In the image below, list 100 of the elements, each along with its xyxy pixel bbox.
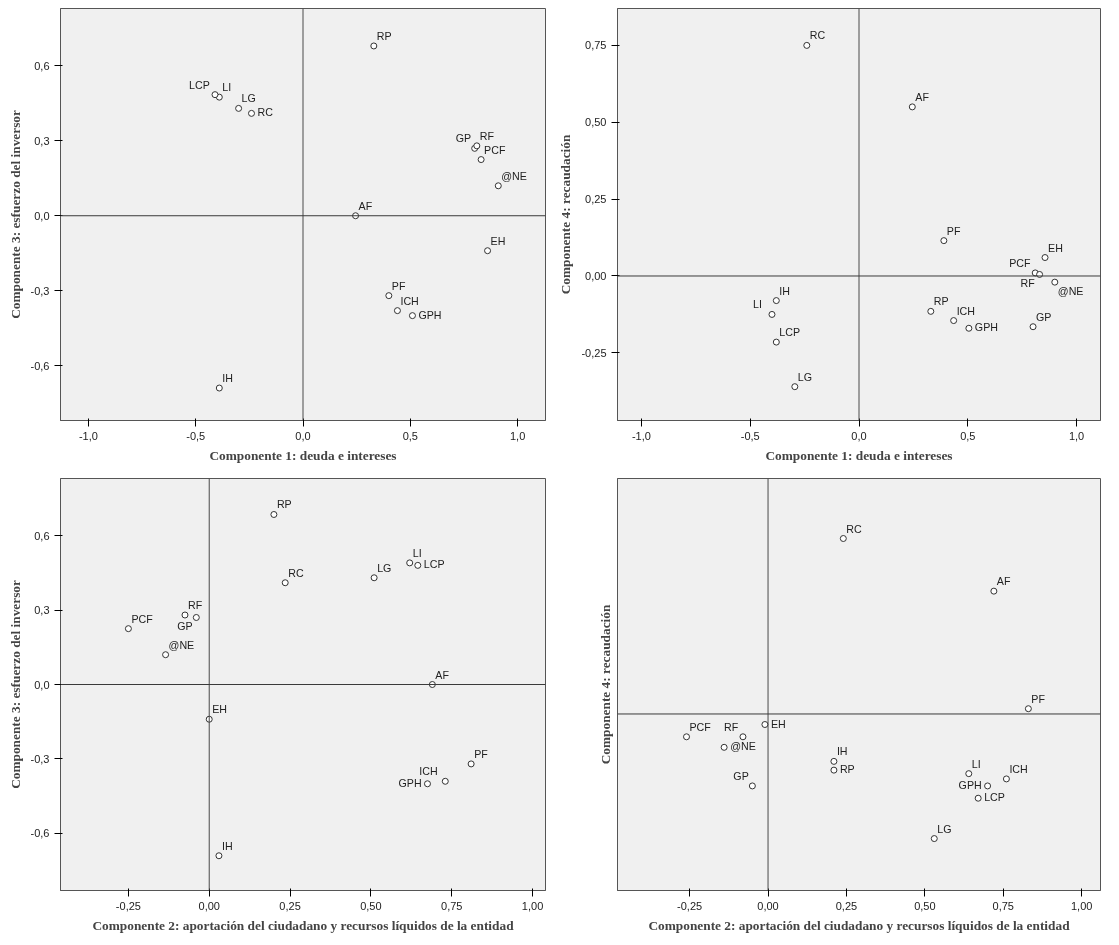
annotation: RF: [1020, 277, 1036, 290]
annotation: PCF: [484, 143, 506, 156]
x-axis-title: Componente 1: deuda e intereses: [209, 447, 397, 463]
y-tick-label: 0,00: [585, 269, 607, 282]
annotation: @NE: [1057, 285, 1084, 298]
annotation: PCF: [131, 612, 154, 625]
annotation: IH: [779, 284, 790, 297]
annotation: PF: [474, 747, 489, 760]
x-tick-label: -0,25: [115, 899, 141, 912]
x-tick-label: 1,0: [509, 429, 526, 442]
x-tick-label: -1,0: [631, 429, 651, 442]
y-tick-label: 0,0: [34, 209, 50, 222]
annotation: AF: [915, 90, 930, 103]
annotation: GP: [733, 769, 749, 782]
annotation: LI: [412, 546, 422, 559]
annotation: RP: [839, 763, 855, 776]
annotation: LI: [752, 298, 762, 311]
y-tick-label: 0,50: [585, 116, 607, 129]
annotation: AF: [435, 668, 450, 681]
annotation: ICH: [419, 765, 438, 778]
annotation: RF: [479, 129, 495, 142]
y-tick-label: -0,6: [30, 827, 50, 840]
annotation: ICH: [956, 304, 975, 317]
x-tick-label: 0,75: [441, 899, 463, 912]
annotation: IH: [221, 839, 233, 852]
y-tick-label: 0,3: [34, 134, 50, 147]
x-tick-label: -0,25: [677, 899, 703, 912]
annotation: RF: [187, 599, 203, 612]
annotation: EH: [770, 717, 786, 730]
x-tick-label: 0,25: [279, 899, 301, 912]
annotation: LCP: [779, 326, 801, 339]
annotation: RC: [809, 29, 826, 42]
annotation: PF: [391, 279, 406, 292]
annotation: RP: [376, 29, 392, 42]
x-tick-label: 1,00: [1070, 899, 1093, 912]
x-axis-title: Componente 2: aportación del ciudadano y recursos líquidos de la entidad: [92, 917, 515, 933]
annotation: IH: [836, 745, 848, 758]
x-tick-label: 0,5: [960, 429, 976, 442]
annotation: AF: [358, 199, 373, 212]
annotation: RC: [257, 106, 274, 119]
annotation: RC: [846, 522, 863, 535]
annotation: IH: [222, 372, 233, 385]
annotation: ICH: [400, 294, 419, 307]
x-tick-label: -0,5: [186, 429, 206, 442]
x-tick-label: -0,5: [740, 429, 760, 442]
annotation: EH: [1048, 241, 1063, 254]
annotation: ICH: [1009, 762, 1028, 775]
annotation: PF: [1031, 692, 1046, 705]
annotation: EH: [212, 703, 228, 716]
y-tick-label: 0,75: [585, 39, 607, 52]
x-tick-label: 0,00: [757, 899, 779, 912]
y-tick-label: 0,3: [34, 604, 50, 617]
y-tick-label: 0,6: [34, 529, 50, 542]
annotation: LCP: [423, 558, 445, 571]
annotation: RP: [933, 295, 949, 308]
annotation: GPH: [398, 776, 422, 789]
y-tick-label: -0,3: [30, 752, 50, 765]
annotation: PF: [946, 224, 961, 237]
annotation: LG: [377, 561, 392, 574]
x-tick-label: 0,50: [360, 899, 382, 912]
annotation: LG: [937, 822, 952, 835]
x-axis-title: Componente 2: aportación del ciudadano y recursos líquidos de la entidad: [648, 917, 1071, 933]
y-axis-title: Componente 4: recaudación: [558, 134, 574, 295]
y-axis-title: Componente 3: esfuerzo del inversor: [7, 110, 23, 319]
x-axis-title: Componente 1: deuda e intereses: [765, 447, 953, 463]
annotation: @NE: [168, 638, 195, 651]
annotation: GPH: [418, 308, 442, 321]
y-axis-title: Componente 3: esfuerzo del inversor: [7, 580, 23, 789]
annotation: @NE: [730, 740, 756, 753]
annotation: @NE: [501, 169, 527, 182]
annotation: RF: [723, 720, 739, 733]
annotation: GPH: [974, 321, 998, 334]
annotation: LCP: [984, 791, 1005, 804]
y-tick-label: 0,6: [34, 59, 50, 72]
x-tick-label: 0,0: [851, 429, 867, 442]
y-tick-label: 0,25: [585, 193, 607, 206]
x-tick-label: 0,00: [198, 899, 220, 912]
x-tick-label: 0,50: [914, 899, 936, 912]
annotation: GPH: [958, 778, 982, 791]
x-tick-label: 0,5: [402, 429, 418, 442]
y-tick-label: 0,0: [34, 678, 50, 691]
annotation: GP: [177, 620, 193, 633]
y-tick-label: -0,6: [30, 359, 50, 372]
annotation: LCP: [189, 78, 210, 91]
annotation: LI: [222, 81, 232, 94]
annotation: PCF: [1009, 256, 1032, 269]
x-tick-label: 1,00: [521, 899, 544, 912]
x-tick-label: -1,0: [78, 429, 98, 442]
x-tick-label: 0,25: [835, 899, 858, 912]
annotation: AF: [996, 575, 1011, 588]
annotation: PCF: [689, 720, 712, 733]
y-tick-label: -0,3: [30, 284, 50, 297]
x-tick-label: 1,0: [1068, 429, 1085, 442]
annotation: RC: [288, 566, 304, 579]
annotation: LG: [797, 370, 813, 383]
x-tick-label: 0,75: [992, 899, 1014, 912]
annotation: GP: [1036, 310, 1052, 323]
y-axis-title: Componente 4: recaudación: [597, 604, 613, 765]
y-tick-label: -0,25: [581, 346, 607, 359]
annotation: RP: [276, 498, 292, 511]
